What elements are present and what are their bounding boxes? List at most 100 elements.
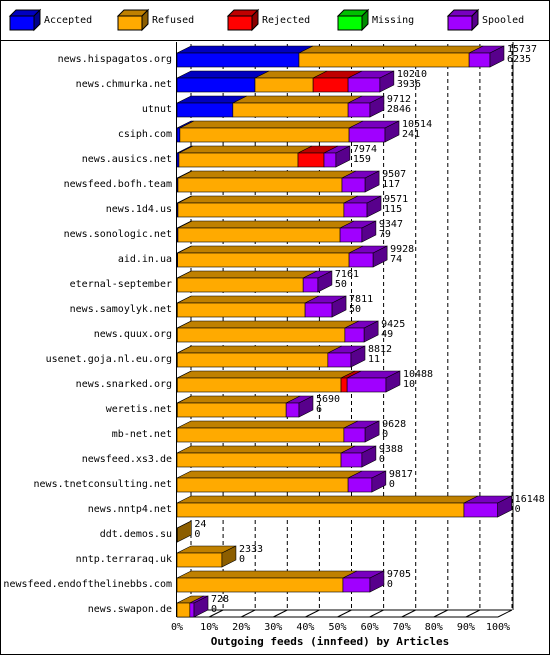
bar-segment: [177, 245, 364, 268]
x-tick-label: 30%: [264, 622, 282, 633]
tick-mark: [497, 609, 513, 618]
bar-face: [177, 402, 287, 418]
bar-face: [176, 52, 300, 68]
bar-segment: [176, 45, 314, 68]
offered-label: 9628: [382, 419, 406, 430]
x-tick-label: 10%: [200, 622, 218, 633]
bar-side: [331, 295, 347, 318]
y-tick-label: news.1d4.us: [106, 204, 172, 215]
bar-face: [298, 45, 484, 54]
bar-face: [176, 445, 356, 454]
bar-segment: [297, 145, 339, 168]
bar-face: [177, 270, 318, 279]
offered-label: 9425: [381, 319, 405, 330]
bar-face: [342, 577, 371, 593]
bar-face: [339, 227, 363, 243]
bar-face: [177, 177, 343, 193]
x-tick-label: 60%: [361, 622, 379, 633]
bar-side: [385, 370, 401, 393]
bar-segment: [340, 445, 377, 468]
accepted-label: 0: [239, 554, 245, 565]
bar-face: [340, 377, 348, 393]
offered-label: 728: [211, 594, 229, 605]
accepted-label: 74: [390, 254, 402, 265]
y-tick-label: news.chmurka.net: [76, 79, 172, 90]
offered-label: 9705: [387, 569, 411, 580]
bar-face: [177, 295, 320, 304]
bar-side: [371, 470, 387, 493]
bar-face: [176, 45, 314, 54]
y-tick-label: newsfeed.bofh.team: [64, 179, 172, 190]
bar-segment: [304, 295, 347, 318]
bar-face: [340, 452, 363, 468]
y-tick-label: news.tnetconsulting.net: [34, 479, 172, 490]
x-tick-label: 0%: [171, 622, 183, 633]
bar-face: [177, 370, 356, 379]
bar-face: [178, 152, 299, 168]
bar-side: [298, 395, 314, 418]
bar-face: [177, 170, 357, 179]
bar-face: [297, 152, 325, 168]
bar-side: [364, 170, 380, 193]
bar-face: [179, 127, 350, 143]
bar-face: [176, 570, 358, 579]
bar-face: [285, 402, 300, 418]
y-tick-label: news.nntp4.net: [88, 504, 172, 515]
accepted-label: 0: [387, 579, 393, 590]
bar-face: [176, 495, 479, 504]
accepted-label: 49: [381, 329, 393, 340]
accepted-label: 2846: [387, 104, 411, 115]
bar-side: [379, 70, 395, 93]
offered-label: 8812: [368, 344, 392, 355]
offered-label: 9571: [384, 194, 408, 205]
bar-side: [317, 270, 333, 293]
offered-label: 24: [194, 519, 206, 530]
x-axis-label: Outgoing feeds (innfeed) by Articles: [211, 635, 449, 648]
bar-segment: [348, 120, 400, 143]
accepted-label: 0: [194, 529, 200, 540]
accepted-label: 241: [402, 129, 420, 140]
accepted-label: 0: [379, 454, 385, 465]
bar-segment: [312, 70, 363, 93]
bar-face: [347, 77, 381, 93]
bar-face: [176, 127, 181, 143]
bar-side: [369, 570, 385, 593]
bar-segment: [177, 295, 320, 318]
bar-face: [176, 420, 359, 429]
bar-side: [497, 495, 512, 518]
bar-segment: [347, 470, 386, 493]
x-tick-label: 80%: [425, 622, 443, 633]
bar-face: [323, 152, 337, 168]
bar-face: [327, 352, 352, 368]
accepted-label: 159: [353, 154, 371, 165]
legend-label: Accepted: [44, 15, 92, 26]
bar-segment: [176, 420, 359, 443]
bar-face: [348, 127, 386, 143]
legend-label: Spooled: [482, 15, 524, 26]
bar-face: [177, 220, 355, 229]
bar-side: [361, 220, 377, 243]
bar-side: [177, 520, 192, 543]
accepted-label: 0: [382, 429, 388, 440]
offered-label: 5690: [316, 394, 340, 405]
accepted-label: 79: [379, 229, 391, 240]
bar-face: [346, 377, 387, 393]
offered-label: 9928: [390, 244, 414, 255]
bar-face: [348, 252, 374, 268]
bar-face: [176, 552, 223, 568]
bar-face: [343, 427, 366, 443]
offered-label: 9388: [379, 444, 403, 455]
bar-segment: [177, 395, 301, 418]
y-tick-label: eternal-september: [70, 279, 172, 290]
bar-face: [232, 95, 363, 104]
bar-segment: [177, 320, 360, 343]
offered-label: 7974: [353, 144, 377, 155]
legend-label: Rejected: [262, 15, 310, 26]
bar-segment: [176, 545, 237, 568]
tick-mark: [433, 609, 449, 618]
y-tick-label: ddt.demos.su: [100, 529, 172, 540]
bar-segment: [177, 195, 359, 218]
bar-segment: [177, 220, 355, 243]
bar-face: [177, 227, 341, 243]
bar-segment: [176, 470, 363, 493]
